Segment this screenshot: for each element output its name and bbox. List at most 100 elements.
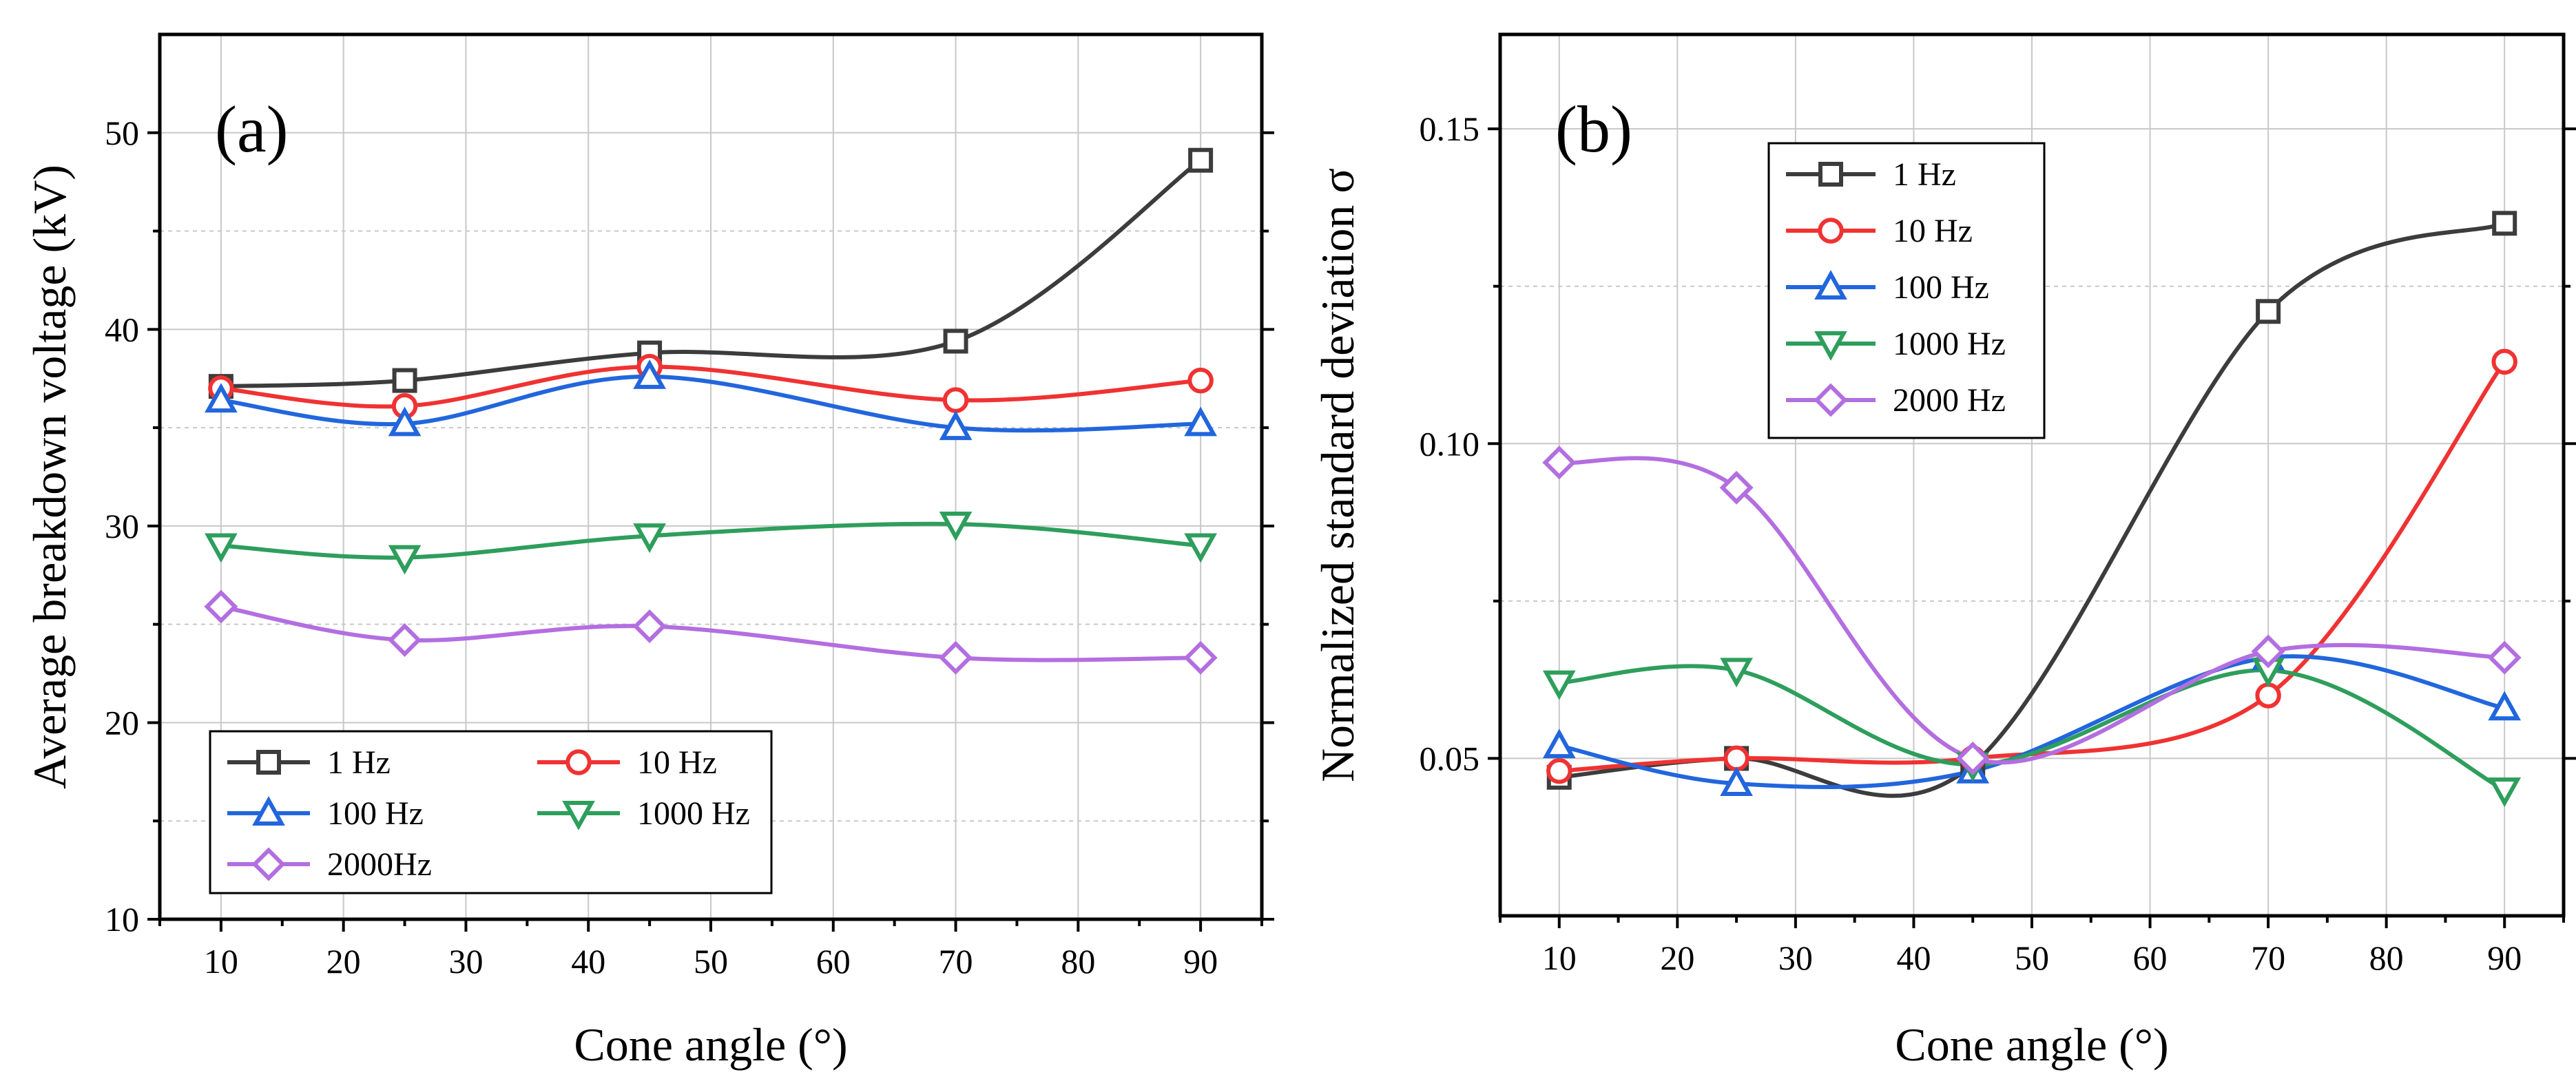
x-tick-label: 10 (1542, 939, 1577, 977)
plot-frame (158, 32, 1264, 921)
data-point-diamond (1955, 741, 1990, 775)
legend-marker-triangle-up (1814, 270, 1847, 300)
data-point-triangle-down (1720, 658, 1753, 688)
x-tick-label: 90 (1183, 942, 1218, 981)
panel-b-chart: 10 20 30 40 50 60 70 80 90 0.05 0.10 0.15 (b) Cone an… (1311, 32, 2576, 1071)
data-point-triangle-down (205, 533, 238, 563)
x-axis-title: Cone angle (°) (1895, 1018, 2168, 1071)
legend-box (1767, 142, 2046, 439)
data-point-triangle-up (1542, 729, 1576, 759)
legend-marker-square (256, 750, 281, 775)
data-point-triangle-down (1542, 670, 1576, 700)
series-line-2000hz (220, 605, 1201, 662)
data-point-triangle-down (633, 523, 666, 554)
x-tick-label: 50 (2015, 939, 2049, 977)
data-point-square (943, 328, 968, 354)
x-tick-label: 30 (448, 942, 483, 981)
data-point-circle (1546, 757, 1572, 784)
series-line-1000hz (220, 521, 1201, 560)
legend-marker-circle (1818, 218, 1844, 244)
legend-marker-square (1818, 162, 1843, 187)
y-tick-label: 0.10 (1420, 424, 1480, 463)
series-line-1hz (220, 158, 1202, 389)
data-point-diamond (632, 609, 667, 644)
x-tick-label: 60 (816, 942, 851, 981)
data-point-triangle-down (2488, 777, 2522, 808)
legend-label: 10 Hz (637, 744, 717, 781)
y-tick-label: 0.15 (1420, 109, 1480, 148)
legend-marker-diamond (1814, 383, 1848, 417)
legend-label: 1000 Hz (1893, 326, 2006, 362)
data-point-diamond (1183, 640, 1218, 675)
legend-label: 1 Hz (1893, 156, 1956, 193)
x-tick-label: 90 (2487, 939, 2522, 977)
y-tick-label: 10 (105, 900, 139, 939)
x-tick-label: 70 (2251, 939, 2285, 977)
data-point-triangle-down (1184, 533, 1217, 563)
data-point-diamond (1542, 446, 1577, 480)
x-tick-label: 50 (694, 942, 728, 981)
legend-marker-diamond (251, 847, 286, 881)
x-axis-title: Cone angle (°) (574, 1018, 847, 1071)
y-tick-label: 0.05 (1420, 739, 1480, 777)
data-point-circle (942, 387, 969, 413)
data-point-square (2492, 211, 2517, 236)
data-point-circle (1723, 745, 1749, 772)
data-point-circle (2491, 348, 2517, 375)
data-point-triangle-up (388, 406, 422, 437)
data-point-triangle-up (2488, 691, 2522, 721)
data-point-diamond (2487, 640, 2522, 675)
data-point-triangle-up (633, 359, 666, 389)
data-point-circle (1187, 367, 1214, 394)
panel-label: (a) (215, 92, 289, 166)
legend-marker-triangle-down (1814, 331, 1847, 361)
data-point-triangle-up (1720, 766, 1753, 796)
panel-a-chart: 10 20 30 40 50 60 70 80 90 10 20 30 40 50 (a) Cone angl… (23, 32, 1274, 1071)
y-tick-label: 30 (105, 507, 139, 545)
data-point-diamond (204, 589, 238, 624)
panel-label: (b) (1555, 92, 1632, 166)
y-tick-label: 40 (105, 310, 139, 348)
y-tick-label: 20 (105, 703, 139, 742)
x-tick-label: 80 (1061, 942, 1095, 981)
data-point-diamond (1719, 470, 1754, 505)
x-tick-label: 30 (1778, 939, 1813, 977)
data-point-triangle-down (388, 545, 422, 575)
legend-marker-circle (565, 749, 592, 775)
x-tick-label: 80 (2369, 939, 2404, 977)
legend-label: 100 Hz (327, 795, 424, 832)
data-point-triangle-up (1184, 406, 1217, 437)
x-tick-label: 20 (326, 942, 361, 981)
x-tick-label: 40 (571, 942, 605, 981)
legend-label: 100 Hz (1893, 269, 1989, 306)
data-point-triangle-up (939, 410, 973, 441)
legend-label: 1 Hz (327, 744, 391, 781)
legend-marker-triangle-up (252, 796, 285, 826)
x-tick-label: 70 (939, 942, 973, 981)
legend-marker-triangle-down (562, 801, 595, 830)
data-point-diamond (2251, 634, 2285, 669)
x-tick-label: 40 (1896, 939, 1931, 977)
legend-label: 2000Hz (327, 846, 432, 883)
data-point-circle (2255, 682, 2281, 709)
x-tick-label: 20 (1660, 939, 1694, 977)
x-tick-label: 60 (2133, 939, 2168, 977)
legend-label: 2000 Hz (1893, 382, 2006, 419)
x-tick-label: 10 (204, 942, 238, 981)
data-point-triangle-down (939, 512, 973, 541)
legend-label: 10 Hz (1893, 213, 1973, 249)
data-point-square (392, 368, 417, 393)
y-tick-label: 50 (105, 114, 139, 152)
data-point-triangle-up (205, 383, 238, 413)
data-point-diamond (388, 623, 422, 658)
data-point-square (1188, 147, 1214, 173)
data-point-diamond (939, 640, 973, 675)
y-axis-title: Normalized standard deviation σ (1311, 168, 1364, 782)
data-point-square (2256, 299, 2281, 324)
y-axis-title: Average breakdown voltage (kV) (23, 165, 76, 789)
legend-label: 1000 Hz (637, 795, 750, 832)
plot-frame (1498, 32, 2566, 918)
series-line-100hz (220, 374, 1201, 433)
